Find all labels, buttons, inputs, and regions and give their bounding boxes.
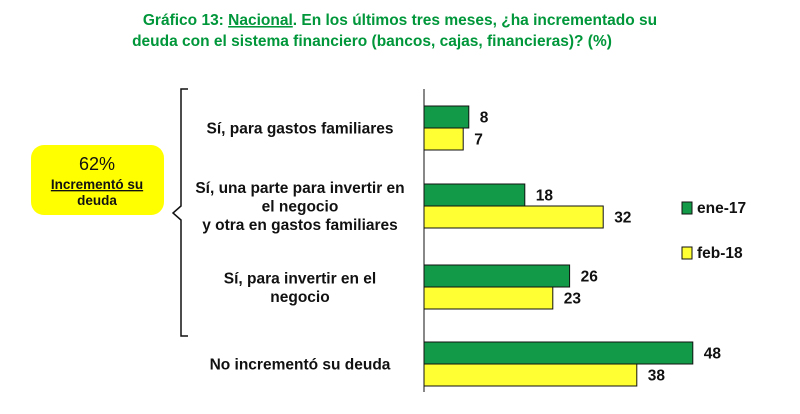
value-label-ene-17-3: 48 — [704, 346, 722, 363]
legend-swatch-feb-18 — [681, 246, 693, 260]
category-label-2: Sí, para invertir en el negocio — [224, 270, 376, 306]
category-label-0: Sí, para gastos familiares — [207, 121, 394, 138]
chart-title-line2: deuda con el sistema financiero (bancos,… — [132, 33, 612, 50]
callout-box — [31, 145, 164, 215]
chart-title-line1: Gráfico 13: Nacional. En los últimos tre… — [143, 12, 657, 29]
legend: ene-17 feb-18 — [681, 200, 746, 262]
bar-ene-17-3 — [423, 341, 694, 365]
value-label-feb-18-1: 32 — [614, 210, 631, 227]
value-label-feb-18-2: 23 — [564, 291, 582, 308]
bar-ene-17-1 — [423, 183, 526, 207]
legend-label-ene-17: ene-17 — [697, 200, 746, 217]
bar-feb-18-2 — [423, 286, 554, 310]
value-label-feb-18-3: 38 — [648, 368, 666, 385]
category-label-1: Sí, una parte para invertir en el negocio… — [195, 180, 404, 234]
title-prefix: Gráfico 13: — [143, 12, 228, 29]
category-labels: Sí, para gastos familiares Sí, una parte … — [195, 121, 404, 374]
callout: 62% Incrementó su deuda — [31, 145, 164, 215]
value-labels: 8 7 18 32 26 23 48 38 — [474, 110, 721, 385]
category-label-3: No incrementó su deuda — [210, 357, 391, 374]
value-label-feb-18-0: 7 — [474, 132, 483, 149]
callout-line2: deuda — [77, 193, 117, 208]
value-label-ene-17-0: 8 — [480, 110, 489, 127]
legend-swatch-ene-17 — [681, 201, 693, 215]
value-label-ene-17-2: 26 — [581, 269, 599, 286]
legend-label-feb-18: feb-18 — [697, 245, 743, 262]
bar-feb-18-3 — [423, 363, 638, 387]
callout-line1: Incrementó su — [51, 177, 143, 192]
title-scope: Nacional — [228, 12, 293, 29]
bracket-line — [171, 88, 188, 337]
bar-ene-17-0 — [423, 105, 470, 129]
bracket — [171, 88, 188, 337]
callout-percent: 62% — [79, 154, 115, 174]
title-line1-rest: . En los últimos tres meses, ¿ha increme… — [293, 12, 657, 29]
bar-ene-17-2 — [423, 264, 571, 288]
bars — [423, 105, 694, 387]
bar-feb-18-0 — [423, 127, 464, 151]
value-label-ene-17-1: 18 — [536, 188, 554, 205]
bar-feb-18-1 — [423, 205, 604, 229]
